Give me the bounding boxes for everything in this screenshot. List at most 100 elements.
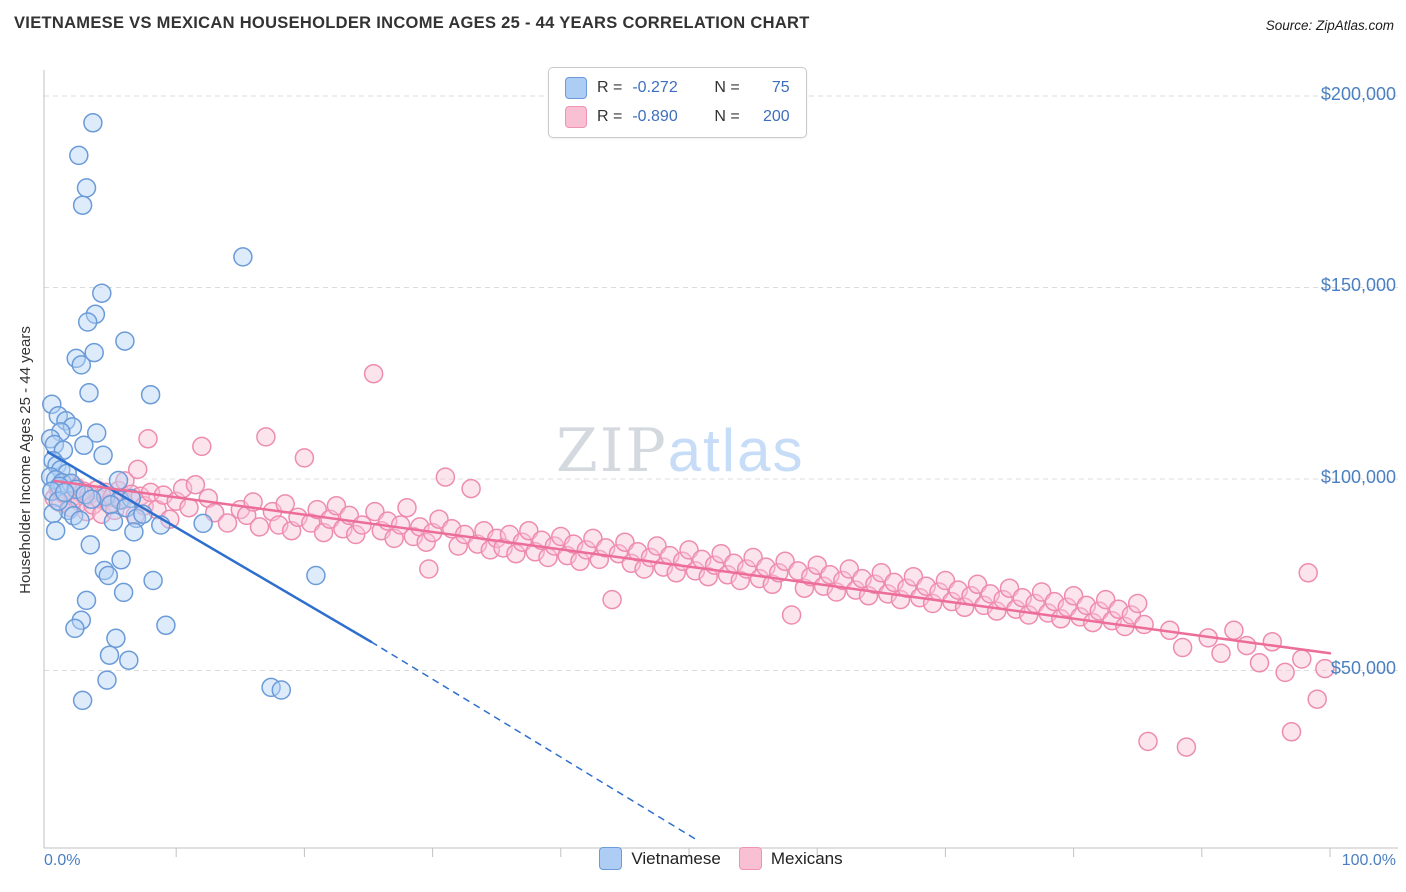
data-point-mexicans [127,459,148,480]
data-point-mexicans [294,448,315,468]
data-point-mexicans [1307,689,1327,709]
data-point-mexicans [179,497,199,518]
data-point-mexicans [192,436,212,457]
data-point-vietnamese [72,195,93,215]
trend-line-vietnamese [46,450,373,644]
data-point-vietnamese [81,489,102,510]
data-point-vietnamese [271,680,292,700]
y-axis-tick-label-50k: $50,000 [1330,658,1396,678]
legend-item-label: Vietnamese [631,848,721,868]
data-point-vietnamese [101,494,121,515]
data-point-vietnamese [74,435,94,456]
watermark-zip: ZIP [556,416,668,486]
data-point-vietnamese [76,590,97,611]
data-point-vietnamese [77,312,98,332]
data-point-vietnamese [72,690,93,711]
watermark: ZIPatlas [556,416,805,486]
data-point-mexicans [185,474,206,495]
data-point-mexicans [1281,722,1302,742]
data-point-mexicans [698,566,718,587]
data-point-mexicans [138,429,158,449]
data-point-mexicans [1127,593,1148,614]
vietnamese-swatch-icon [599,847,623,870]
data-point-mexicans [249,517,270,537]
data-point-vietnamese [92,283,112,303]
data-point-vietnamese [65,618,85,639]
data-point-vietnamese [84,342,104,363]
data-point-vietnamese [106,628,126,649]
data-point-vietnamese [54,482,75,503]
data-point-mexicans [1172,637,1193,658]
trend-line-extension-vietnamese [370,641,696,840]
data-point-vietnamese [113,582,134,603]
data-point-mexicans [363,363,384,384]
y-axis-tick-label-150k: $150,000 [1320,275,1396,295]
data-point-mexicans [1236,635,1257,656]
r-label: R = [597,79,623,96]
legend-item-label: Mexicans [770,848,843,868]
data-point-vietnamese [70,510,90,531]
data-point-mexicans [1292,649,1312,669]
data-point-vietnamese [103,511,124,532]
data-point-mexicans [419,559,439,579]
source-attribution: Source: ZipAtlas.com [1265,18,1394,33]
y-axis-title: Householder Income Ages 25 - 44 years [17,326,34,594]
r-value-mexicans: -0.890 [632,108,678,125]
data-point-mexicans [1249,653,1270,673]
data-point-mexicans [775,551,795,572]
mexicans-swatch-icon [738,847,762,870]
data-point-mexicans [1315,658,1335,679]
data-point-vietnamese [108,470,129,491]
data-point-vietnamese [62,417,83,437]
data-point-mexicans [345,524,366,545]
data-point-vietnamese [306,565,326,586]
x-axis-label-max: 100.0% [1341,852,1396,869]
data-point-mexicans [833,570,853,591]
data-point-mexicans [506,543,526,564]
data-point-mexicans [416,532,436,552]
mexicans-swatch-icon [565,106,587,128]
n-label: N = [714,108,740,125]
data-point-mexicans [1262,632,1283,652]
n-value-mexicans: 200 [762,108,790,125]
data-point-vietnamese [71,355,92,375]
data-point-vietnamese [119,650,139,670]
data-point-vietnamese [76,178,97,198]
data-point-vietnamese [93,445,113,466]
data-point-mexicans [1176,737,1197,757]
legend-row-mexicans: R = -0.890 N = 200 [565,106,790,128]
data-point-vietnamese [80,535,101,555]
data-point-vietnamese [140,384,161,405]
data-point-mexicans [1138,731,1158,752]
legend-item-vietnamese: Vietnamese [599,847,721,870]
data-point-mexicans [397,497,417,518]
data-point-vietnamese [83,113,103,133]
vietnamese-swatch-icon [565,77,587,99]
data-point-mexicans [1089,601,1109,621]
data-point-mexicans [762,574,783,595]
data-point-mexicans [448,536,468,556]
data-point-mexicans [1298,563,1318,583]
data-point-vietnamese [233,247,253,267]
r-value-vietnamese: -0.272 [632,79,678,96]
data-point-vietnamese [115,331,135,351]
chart-title: VIETNAMESE VS MEXICAN HOUSEHOLDER INCOME… [14,14,810,32]
data-point-mexicans [217,513,238,533]
data-point-mexicans [461,478,481,499]
y-axis-tick-label-200k: $200,000 [1320,84,1396,104]
data-point-mexicans [1275,662,1295,683]
data-point-vietnamese [143,570,163,591]
legend-row-vietnamese: R = -0.272 N = 75 [565,77,790,99]
data-point-vietnamese [98,565,119,586]
bottom-legend: Vietnamese Mexicans [0,847,1406,870]
data-point-vietnamese [85,304,106,325]
y-axis-tick-label-100k: $100,000 [1320,467,1396,487]
data-point-mexicans [730,570,751,591]
trend-line-mexicans [53,479,1332,655]
data-point-vietnamese [97,670,117,690]
data-point-vietnamese [79,383,99,403]
data-point-vietnamese [111,550,131,570]
data-point-mexicans [781,605,802,625]
